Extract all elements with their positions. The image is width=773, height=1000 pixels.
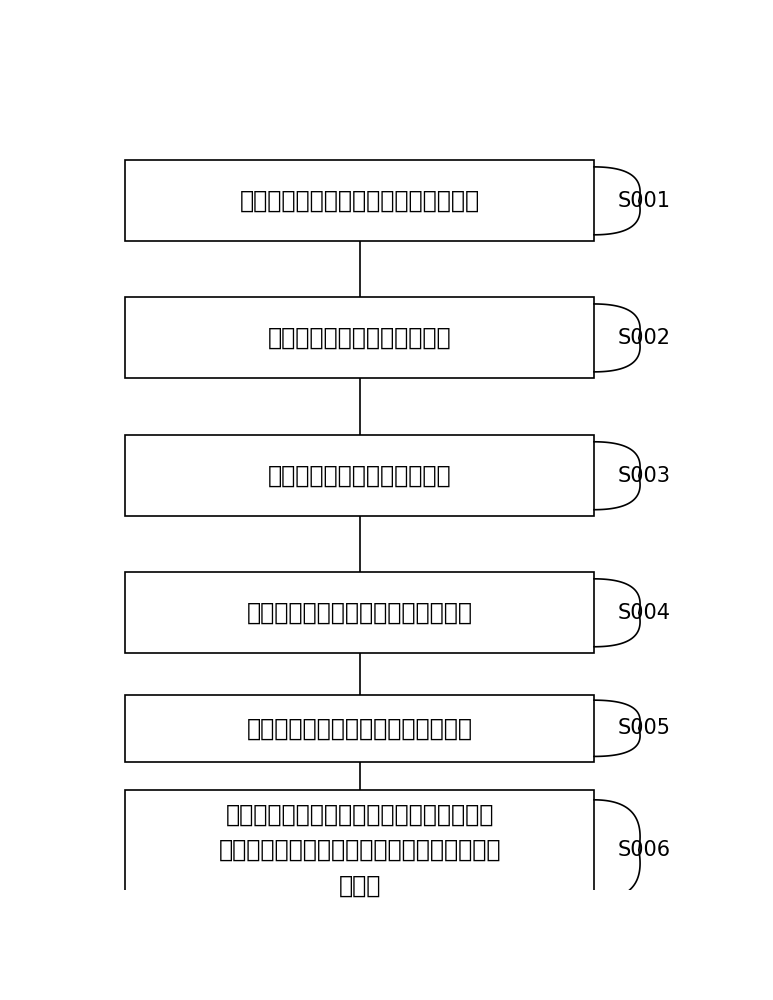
Text: 于所述被检产品内部充入氦气: 于所述被检产品内部充入氦气 [267,326,451,350]
FancyBboxPatch shape [125,297,594,378]
Text: S001: S001 [618,191,671,211]
FancyBboxPatch shape [125,695,594,762]
Text: S006: S006 [618,840,671,860]
FancyBboxPatch shape [125,435,594,516]
Text: 将所述被检产品移出所述真空密封室: 将所述被检产品移出所述真空密封室 [247,716,472,740]
Text: 将被检产品置入真空密封室内进行密封: 将被检产品置入真空密封室内进行密封 [240,189,480,213]
Text: S002: S002 [618,328,671,348]
Text: 采集所述真空密封室内的抽真空气体: 采集所述真空密封室内的抽真空气体 [247,601,472,625]
FancyBboxPatch shape [125,572,594,653]
FancyBboxPatch shape [125,160,594,241]
Text: S003: S003 [618,466,671,486]
Text: 对所述真空密封室进行抽真空: 对所述真空密封室进行抽真空 [267,464,451,488]
Text: 利用氦质谱检漏仪对采集到的所述抽真空气
体进行氦质谱检漏，得到所述被检产品的氦气
泄漏量: 利用氦质谱检漏仪对采集到的所述抽真空气 体进行氦质谱检漏，得到所述被检产品的氦气… [218,803,501,897]
Text: S004: S004 [618,603,671,623]
FancyBboxPatch shape [125,790,594,910]
Text: S005: S005 [618,718,671,738]
